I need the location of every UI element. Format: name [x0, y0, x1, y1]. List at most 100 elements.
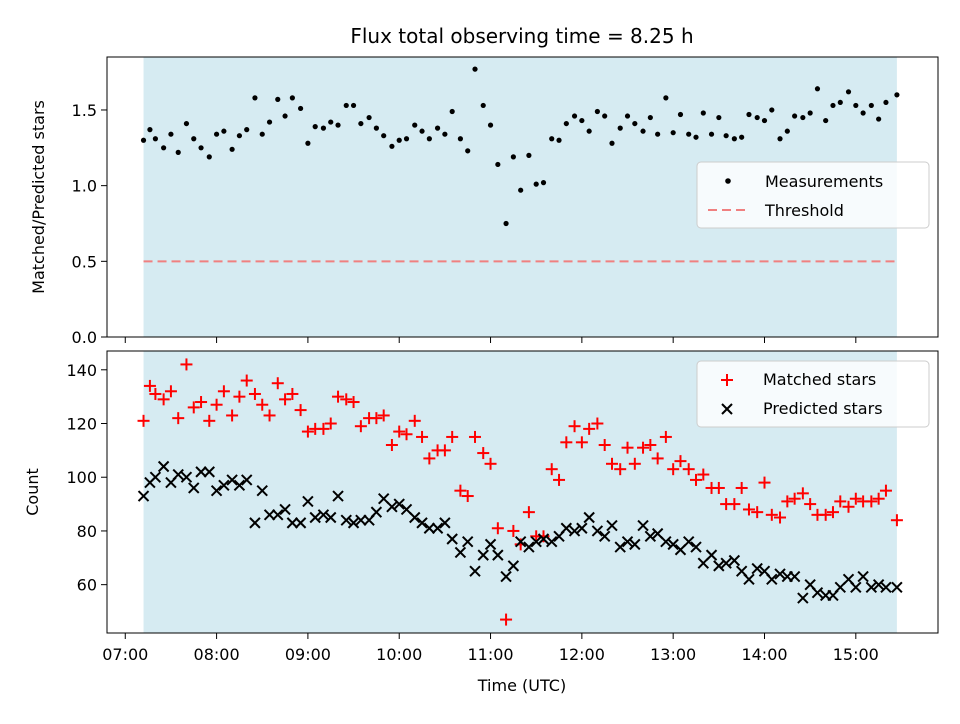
predicted-star-point — [416, 517, 428, 529]
predicted-star-point — [347, 517, 360, 529]
matched-star-point — [690, 473, 703, 486]
predicted-star-point — [309, 511, 321, 524]
measurement-point — [640, 128, 646, 134]
matched-star-point — [879, 484, 892, 497]
predicted-star-point — [583, 511, 595, 524]
matched-star-point — [157, 393, 170, 406]
measurement-point — [830, 102, 836, 109]
matched-star-point — [477, 447, 490, 460]
measurement-point — [868, 102, 874, 109]
matched-star-point — [294, 404, 307, 417]
count-x-axis-ticks: 07:00 08:00 09:00 10:00 11:00 12:00 13:00 14:00… — [102, 633, 879, 664]
measurement-point — [381, 133, 387, 139]
measurement-point — [823, 117, 829, 124]
predicted-star-point — [454, 546, 467, 559]
measurement-point — [403, 136, 410, 142]
measurement-point — [549, 136, 555, 142]
matched-star-point — [347, 396, 360, 409]
matched-star-point — [408, 414, 421, 427]
predicted-star-point — [226, 474, 238, 486]
measurement-point — [845, 89, 852, 95]
predicted-star-point — [423, 522, 436, 534]
measurement-point — [837, 99, 843, 106]
count-legend-box — [696, 360, 930, 428]
predicted-star-point — [568, 525, 581, 537]
matched-star-point — [598, 439, 611, 451]
predicted-star-point — [355, 514, 367, 526]
measurement-point — [236, 133, 243, 139]
matched-star-point — [712, 481, 725, 494]
matched-star-point — [385, 439, 398, 451]
predicted-star-point — [720, 557, 732, 569]
measurement-point — [358, 120, 364, 127]
y-tick-label: 0.5 — [72, 252, 97, 271]
ratio-x-axis-ticks — [124, 337, 857, 343]
predicted-star-point — [850, 581, 862, 594]
predicted-star-point — [667, 538, 679, 551]
predicted-star-point — [195, 466, 207, 478]
measurement-point — [617, 125, 623, 131]
x-tick-label: 13:00 — [650, 645, 696, 664]
predicted-star-point — [891, 581, 903, 594]
x-tick-label: 09:00 — [285, 645, 331, 664]
predicted-star-point — [256, 484, 268, 497]
measurement-point — [320, 125, 327, 131]
predicted-star-point — [500, 570, 512, 583]
predicted-star-point — [492, 549, 504, 561]
predicted-star-point — [507, 560, 520, 572]
predicted-star-point — [386, 501, 398, 513]
predicted-star-point — [325, 511, 337, 524]
matched-star-point — [400, 428, 413, 441]
predicted-star-point — [294, 517, 307, 529]
matched-star-point — [644, 439, 657, 451]
predicted-star-point — [560, 522, 573, 534]
matched-star-point — [226, 409, 239, 422]
measurement-point — [259, 131, 265, 137]
measurement-point — [533, 181, 539, 187]
measurement-point — [266, 119, 273, 125]
predicted-star-point — [393, 498, 405, 510]
matched-star-point — [180, 358, 193, 371]
predicted-star-point — [766, 573, 778, 585]
matched-star-point — [446, 430, 459, 443]
matched-star-point — [804, 498, 817, 511]
predicted-star-point — [682, 535, 695, 548]
measurement-point — [389, 143, 395, 149]
ratio-y-axis-label: Matched/Predicted stars — [29, 100, 48, 294]
predicted-star-point — [797, 592, 809, 604]
measurement-point — [624, 113, 631, 119]
predicted-star-point — [530, 535, 542, 548]
legend-predicted-label: Predicted stars — [763, 399, 883, 418]
matched-star-point — [256, 398, 269, 411]
matched-star-point — [301, 425, 314, 438]
matched-star-point — [461, 490, 474, 503]
matched-star-point — [674, 455, 687, 468]
matched-star-point — [332, 390, 345, 403]
predicted-star-point — [210, 484, 223, 497]
matched-star-point — [796, 487, 809, 500]
matched-star-point — [659, 430, 672, 443]
x-tick-label: 11:00 — [467, 645, 513, 664]
measurement-point — [343, 102, 349, 109]
legend-measurements-label: Measurements — [765, 172, 883, 191]
measurement-point — [526, 152, 532, 158]
predicted-star-point — [302, 495, 314, 508]
predicted-star-point — [446, 533, 458, 545]
matched-star-point — [765, 508, 778, 521]
measurement-point — [503, 220, 509, 227]
measurement-point — [175, 149, 181, 155]
predicted-star-point — [629, 538, 641, 551]
count-y-axis-label: Count — [23, 468, 42, 516]
predicted-star-point — [576, 522, 588, 534]
measurement-point — [800, 114, 806, 121]
predicted-star-point — [614, 541, 626, 553]
legend-predicted-marker — [721, 403, 733, 415]
matched-star-point — [583, 422, 596, 435]
measurement-point — [335, 122, 341, 128]
x-tick-label: 08:00 — [194, 645, 240, 664]
matched-star-point — [788, 492, 801, 505]
predicted-star-point — [811, 587, 824, 599]
measurement-point — [350, 102, 357, 109]
predicted-star-point — [660, 535, 672, 548]
predicted-star-point — [880, 581, 892, 594]
